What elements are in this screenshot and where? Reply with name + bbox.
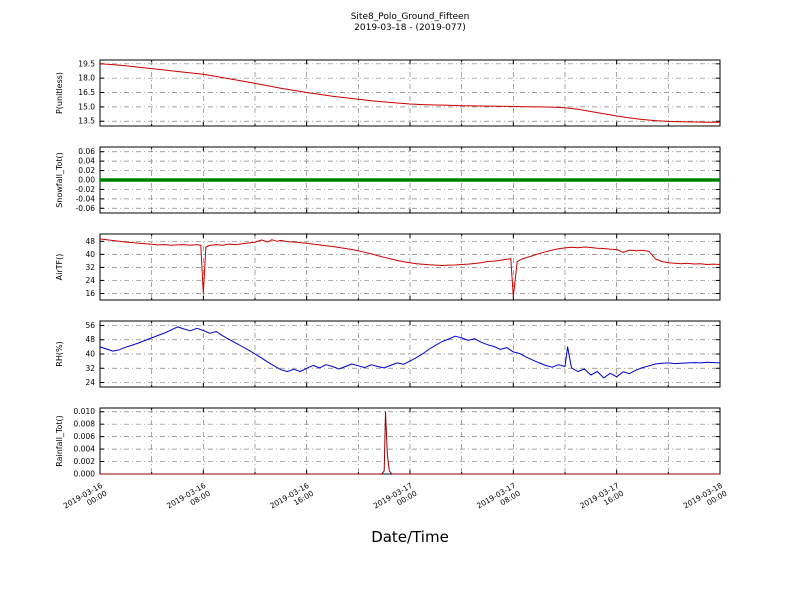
y-tick-label: 0.006 xyxy=(74,432,96,441)
y-axis-label: Rainfall_Tot() xyxy=(55,415,64,467)
y-tick-label: -0.02 xyxy=(76,185,96,194)
y-tick-label: 32 xyxy=(85,364,95,373)
chart-subtitle: 2019-03-18 - (2019-077) xyxy=(354,23,466,33)
y-tick-label: 0.004 xyxy=(74,445,96,454)
y-tick-label: 18.0 xyxy=(78,74,95,83)
y-tick-label: 15.0 xyxy=(78,102,95,111)
y-tick-label: 24 xyxy=(85,276,95,285)
y-tick-label: 13.5 xyxy=(78,117,95,126)
panel-4: 0.000 0.002 0.004 0.006 0.008 0.010 Rainfall_T… xyxy=(55,407,721,479)
x-tick-label: 2019-03-1608:00 xyxy=(165,481,212,518)
series-line-0 xyxy=(99,63,720,123)
y-tick-label: 48 xyxy=(85,237,95,246)
y-tick-label: -0.06 xyxy=(76,204,96,213)
x-tick-label: 2019-03-1600:00 xyxy=(62,481,109,518)
y-tick-label: 40 xyxy=(85,350,95,359)
y-axis-label: Snowfall_Tot() xyxy=(55,152,64,208)
y-tick-label: 48 xyxy=(85,335,95,344)
panel-frame xyxy=(99,59,721,127)
series-line-3 xyxy=(99,326,721,379)
x-tick-label: 2019-03-1708:00 xyxy=(475,481,522,518)
y-tick-label: 40 xyxy=(85,250,95,259)
y-tick-label: 16.5 xyxy=(78,88,95,97)
y-axis-label: P(unitless) xyxy=(55,72,64,114)
y-axis-label: AirTF() xyxy=(55,254,64,281)
x-tick-label: 2019-03-1800:00 xyxy=(682,481,729,518)
panel-2: 16 24 32 40 48 AirTF() xyxy=(55,233,721,301)
y-tick-label: 0.00 xyxy=(78,176,95,185)
y-tick-label: 56 xyxy=(85,321,95,330)
y-tick-label: 0.000 xyxy=(74,470,96,479)
y-tick-label: -0.04 xyxy=(76,194,96,203)
y-tick-label: 24 xyxy=(85,378,95,387)
panel-frame xyxy=(99,233,721,301)
x-tick-label: 2019-03-1716:00 xyxy=(578,481,625,518)
y-tick-label: 19.5 xyxy=(78,59,95,68)
y-tick-label: 16 xyxy=(85,289,95,298)
panel-3: 24 32 40 48 56 RH(%) xyxy=(55,320,721,388)
y-tick-label: 0.06 xyxy=(78,147,95,156)
chart-title: Site8_Polo_Ground_Fifteen xyxy=(350,12,470,22)
y-tick-label: 0.04 xyxy=(78,157,95,166)
panel-1: -0.06-0.04-0.020.000.020.040.06 Snowfall_… xyxy=(55,146,721,214)
series-line-2 xyxy=(99,238,721,298)
panel-frame xyxy=(99,320,721,388)
x-axis-label: Date/Time xyxy=(371,528,449,546)
x-tick-label: 2019-03-1616:00 xyxy=(268,481,315,518)
y-tick-label: 0.002 xyxy=(74,457,96,466)
panel-0: 13.5 15.0 16.5 18.0 19.5 P(unitless) xyxy=(55,59,721,127)
y-tick-label: 0.02 xyxy=(78,166,95,175)
series-line-4 xyxy=(100,411,720,475)
y-tick-label: 0.010 xyxy=(74,407,96,416)
y-tick-label: 32 xyxy=(85,263,95,272)
x-tick-label: 2019-03-1700:00 xyxy=(372,481,419,518)
y-tick-label: 0.008 xyxy=(74,420,96,429)
y-axis-label: RH(%) xyxy=(55,341,64,366)
